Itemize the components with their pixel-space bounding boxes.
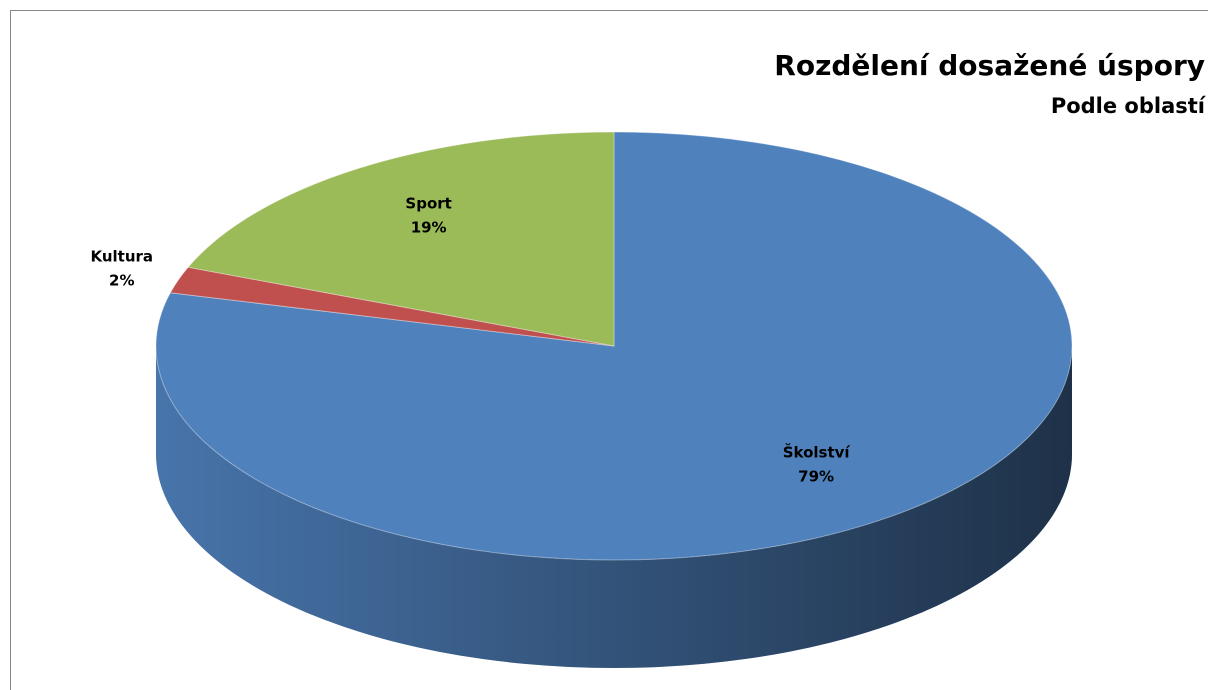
slice-value-label: 19%	[411, 219, 447, 237]
slice-value-label: 79%	[798, 468, 834, 486]
slice	[169, 266, 615, 347]
pie	[155, 131, 1073, 668]
slice-side-shade	[156, 346, 1072, 668]
slice-label: Sport	[405, 195, 451, 213]
slice-value-label: 2%	[109, 271, 134, 289]
slice	[187, 131, 615, 347]
slice-label: Školství	[783, 443, 851, 462]
slice-label: Kultura	[91, 247, 154, 265]
chart-title: Rozdělení dosažené úspory	[774, 49, 1205, 82]
chart-subtitle: Podle oblastí	[1051, 94, 1207, 118]
slice	[155, 131, 1073, 561]
